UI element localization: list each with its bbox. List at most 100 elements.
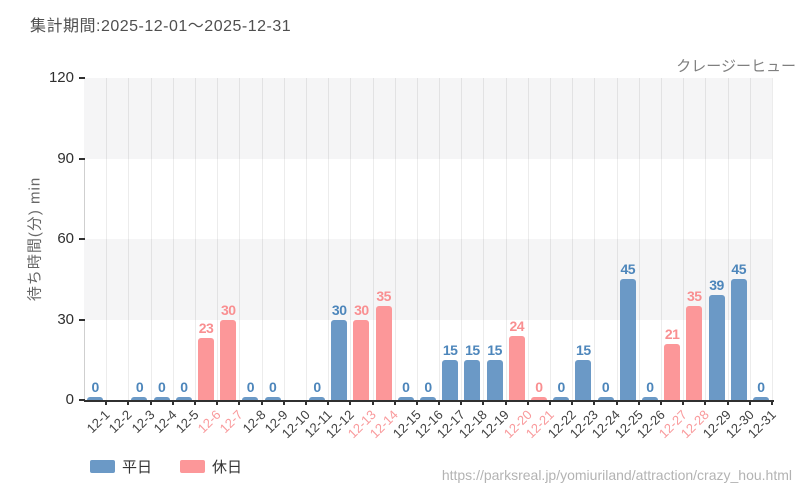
bar-value-label: 45 [731,261,746,278]
gridline [350,78,351,400]
x-tick [593,400,596,405]
x-tick [415,400,418,405]
gridline [750,78,751,400]
bar-value-label: 0 [402,379,410,395]
bar [641,397,658,400]
x-tick [171,400,174,405]
legend-item-holiday: 休日 [180,456,242,477]
legend-label-holiday: 休日 [212,459,243,476]
bar-value-label: 0 [601,379,610,395]
x-tick [748,400,751,405]
gridline [106,78,107,400]
bar [420,397,436,400]
x-tick [260,400,263,405]
y-tick [79,318,85,321]
x-tick [149,400,152,405]
y-tick-label: 120 [48,69,74,86]
bar [87,397,104,400]
gridline [461,78,462,400]
period-label: 集計期間:2025-12-01〜2025-12-31 [30,18,292,35]
gridline [173,78,174,400]
bar [242,397,259,400]
gridline [550,78,551,400]
gridline [594,78,595,400]
y-tick-label: 90 [57,149,74,167]
gridline [705,78,706,400]
y-tick [79,238,85,240]
bar-value-label: 0 [268,379,277,395]
gridline [195,78,196,400]
bar-value-label: 35 [687,288,702,305]
bar [309,397,326,400]
y-tick [79,157,85,160]
bar [198,338,215,400]
bar [752,397,769,400]
x-tick [460,400,463,405]
bar-value-label: 39 [709,277,724,294]
x-tick [615,400,618,405]
x-tick [637,400,640,405]
gridline [128,78,129,400]
gridline [284,78,285,400]
bar-value-label: 0 [557,379,566,395]
bar-value-label: 0 [158,379,166,395]
bar [220,319,237,400]
x-tick [238,400,241,405]
band-stripe [84,239,772,320]
legend-label-weekday: 平日 [122,459,153,476]
bar [619,279,636,400]
x-tick [771,400,773,405]
y-tick [79,77,85,79]
gridline [528,78,529,400]
x-tick [526,400,529,405]
bar [508,335,525,400]
bar [331,319,348,400]
bar [442,359,459,400]
bar [597,397,614,400]
gridline [506,78,507,400]
x-tick [304,400,307,405]
x-tick [660,400,663,405]
bar [153,397,170,400]
bar [375,306,392,400]
gridline [617,78,618,400]
x-tick [704,400,707,405]
bar-value-label: 0 [246,379,255,395]
source-url: https://parksreal.jp/yomiuriland/attract… [441,467,792,483]
bar [131,397,148,400]
gridline [373,78,374,400]
x-tick [327,400,330,405]
plot-area: 0 0 0 0 23 30 0 0 0 30 30 35 0 0 15 15 15 24 0 0 15 0 45 0 21 35 3… [84,78,773,405]
gridline [328,78,329,400]
bar-value-label: 0 [757,379,765,395]
x-tick [105,400,108,405]
x-tick [682,400,685,405]
x-tick [127,400,130,405]
x-tick [571,400,574,405]
gridline [262,78,263,400]
gridline [239,78,240,400]
y-tick-label: 60 [57,230,74,247]
band-stripe [84,78,772,159]
bar [664,343,681,400]
bar-value-label: 35 [376,288,391,305]
bar-value-label: 23 [198,320,214,337]
x-tick [726,400,729,405]
bar-value-label: 0 [535,379,543,395]
bar [353,319,370,400]
x-tick [216,400,219,405]
x-tick [482,400,485,405]
bar [553,397,570,400]
gridline [661,78,662,400]
gridline [417,78,418,400]
bar [397,397,414,400]
bar-value-label: 0 [180,379,188,395]
y-tick-label: 0 [65,391,74,408]
gridline [306,78,307,400]
y-tick-label: 30 [57,310,74,328]
bar [530,397,547,400]
gridline [683,78,684,400]
bar-value-label: 24 [509,317,525,334]
bar-value-label: 0 [646,379,654,395]
